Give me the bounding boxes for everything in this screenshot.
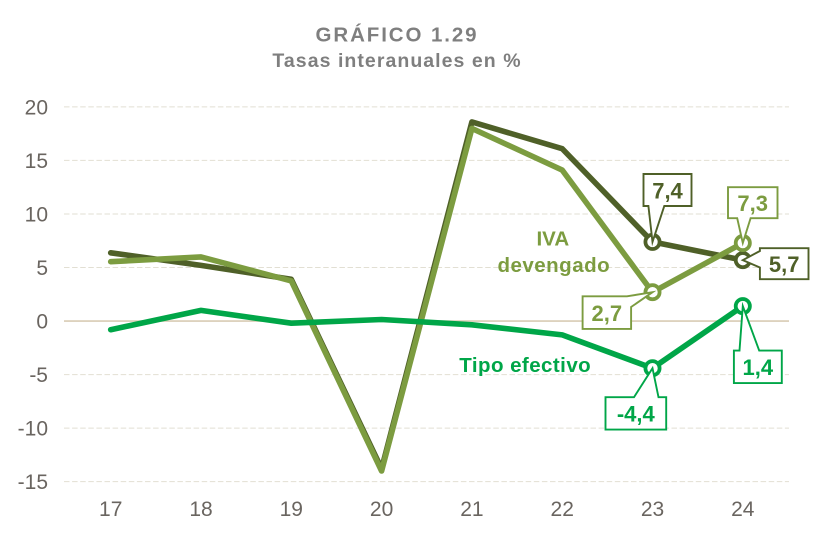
svg-text:0: 0 [36, 311, 48, 334]
svg-text:18: 18 [189, 498, 212, 521]
svg-text:-5: -5 [29, 364, 48, 387]
svg-text:Tasas interanuales en %: Tasas interanuales en % [272, 50, 521, 72]
svg-text:21: 21 [460, 498, 483, 521]
svg-text:-4,4: -4,4 [617, 402, 656, 427]
svg-text:5: 5 [36, 257, 48, 280]
svg-text:22: 22 [551, 498, 574, 521]
svg-text:7,4: 7,4 [652, 179, 683, 204]
svg-text:IVA: IVA [536, 227, 569, 250]
svg-text:17: 17 [99, 498, 122, 521]
svg-text:1,4: 1,4 [743, 355, 774, 380]
svg-text:19: 19 [280, 498, 303, 521]
svg-text:24: 24 [731, 498, 755, 521]
svg-text:GRÁFICO 1.29: GRÁFICO 1.29 [316, 24, 479, 47]
svg-text:-15: -15 [18, 471, 48, 494]
svg-text:devengado: devengado [497, 254, 610, 277]
svg-text:-10: -10 [18, 418, 48, 441]
svg-text:2,7: 2,7 [592, 301, 623, 326]
svg-text:23: 23 [641, 498, 664, 521]
svg-text:5,7: 5,7 [769, 252, 800, 277]
svg-text:7,3: 7,3 [737, 191, 768, 216]
svg-text:20: 20 [25, 96, 48, 119]
svg-text:15: 15 [25, 150, 48, 173]
svg-text:20: 20 [370, 498, 393, 521]
svg-text:Tipo efectivo: Tipo efectivo [459, 354, 591, 377]
svg-text:10: 10 [25, 204, 48, 227]
